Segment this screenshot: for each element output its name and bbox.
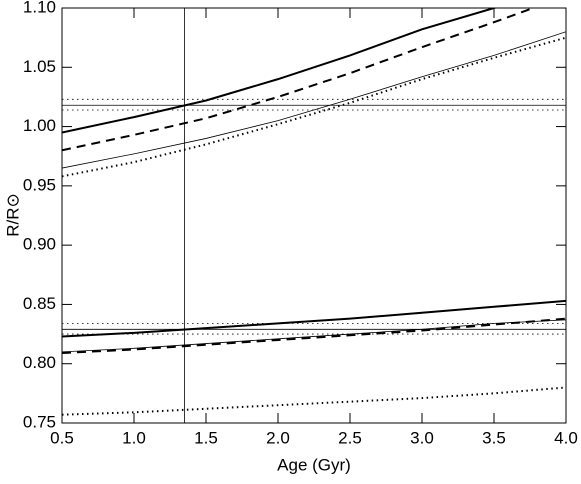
x-tick-label: 2.0 <box>266 428 290 447</box>
line-series <box>62 8 537 152</box>
y-tick-label: 0.90 <box>23 235 56 254</box>
x-tick-label: 3.5 <box>482 428 506 447</box>
x-axis-title: Age (Gyr) <box>277 455 351 474</box>
y-tick-label: 1.10 <box>23 0 56 16</box>
line-series <box>62 386 566 416</box>
y-tick-label: 0.95 <box>23 175 56 194</box>
y-tick-label: 1.00 <box>23 116 56 135</box>
line-series <box>62 299 566 338</box>
y-tick-label: 0.75 <box>23 412 56 431</box>
x-tick-label: 3.0 <box>410 428 434 447</box>
y-tick-label: 1.05 <box>23 57 56 76</box>
y-tick-label: 0.80 <box>23 353 56 372</box>
plot-frame <box>61 7 567 424</box>
line-series <box>62 8 498 134</box>
line-series <box>62 317 566 355</box>
y-axis-title: R/R⊙ <box>3 193 22 237</box>
line-series <box>62 319 566 353</box>
x-tick-label: 1.0 <box>122 428 146 447</box>
x-tick-label: 1.5 <box>194 428 218 447</box>
line-series <box>62 36 566 178</box>
plot-area <box>62 8 566 423</box>
x-tick-label: 0.5 <box>50 428 74 447</box>
y-tick-label: 0.85 <box>23 294 56 313</box>
x-tick-label: 4.0 <box>554 428 578 447</box>
x-tick-label: 2.5 <box>338 428 362 447</box>
line-series <box>62 31 566 169</box>
